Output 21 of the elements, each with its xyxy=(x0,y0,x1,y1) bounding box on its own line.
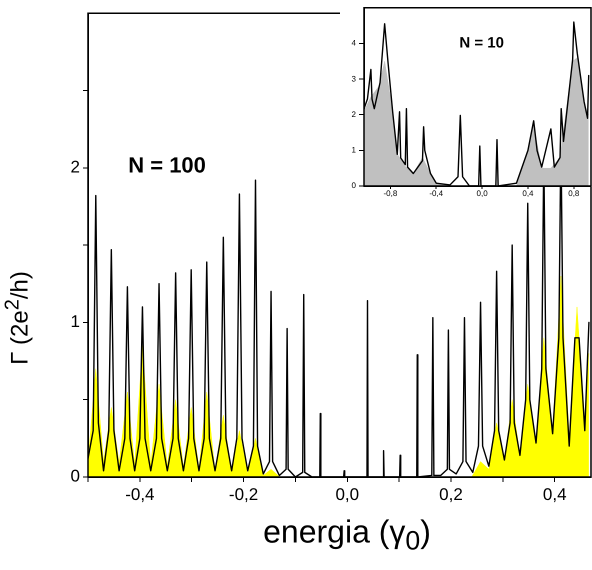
y-tick-label: 4 xyxy=(352,38,357,48)
x-tick-label: 0,2 xyxy=(439,484,463,504)
y-tick-label: 0 xyxy=(70,466,80,486)
y-tick-label: 1 xyxy=(70,312,80,332)
y-tick-label: 2 xyxy=(70,157,80,176)
x-tick-label: 0,4 xyxy=(522,189,534,198)
y-tick-label: 1 xyxy=(352,146,357,155)
annotation: N = 10 xyxy=(459,34,504,52)
x-tick-label: -0,2 xyxy=(228,484,258,504)
x-tick-label: -0,4 xyxy=(125,484,155,504)
x-tick-label: 0,0 xyxy=(335,484,360,504)
y-tick-label: 2 xyxy=(352,110,357,119)
x-tick-label: -0,8 xyxy=(383,189,398,198)
x-tick-label: -0,4 xyxy=(429,189,444,198)
x-tick-label: 0,8 xyxy=(568,189,580,198)
annotation: N = 100 xyxy=(128,152,206,178)
x-tick-label: 0,4 xyxy=(542,484,567,504)
x-axis-title: energia (γ$_{0}$) xyxy=(263,513,431,557)
x-tick-label: 0,0 xyxy=(476,189,488,198)
y-tick-label: 0 xyxy=(352,181,357,190)
y-tick-label: 3 xyxy=(352,74,357,84)
